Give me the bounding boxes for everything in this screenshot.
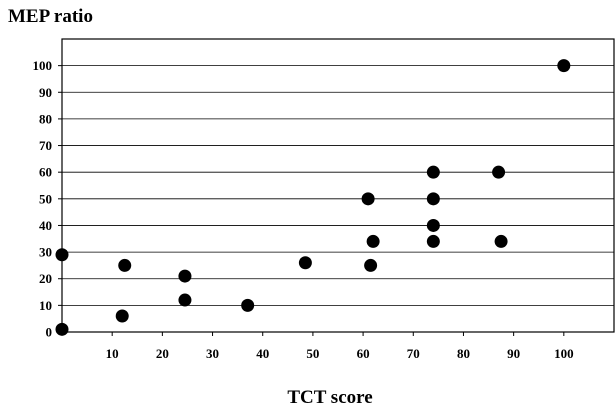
x-tick-label-50: 50 — [306, 346, 319, 361]
y-axis-title: MEP ratio — [8, 6, 93, 27]
x-tick-label-70: 70 — [407, 346, 420, 361]
x-tick-label-30: 30 — [206, 346, 219, 361]
x-tick-label-40: 40 — [256, 346, 269, 361]
data-point-5 — [178, 293, 192, 307]
x-axis-title: TCT score — [287, 387, 372, 408]
data-point-12 — [426, 192, 440, 206]
data-point-14 — [426, 234, 440, 248]
data-point-1 — [55, 248, 69, 262]
y-tick-label-20: 20 — [39, 271, 52, 286]
y-tick-label-70: 70 — [39, 138, 52, 153]
y-tick-label-10: 10 — [39, 298, 52, 313]
x-tick-label-20: 20 — [156, 346, 169, 361]
x-tick-label-100: 100 — [554, 346, 574, 361]
data-point-3 — [118, 258, 132, 272]
data-point-4 — [178, 269, 192, 283]
y-tick-label-50: 50 — [39, 191, 52, 206]
data-point-10 — [366, 234, 380, 248]
y-tick-label-90: 90 — [39, 85, 52, 100]
data-points — [55, 59, 571, 336]
data-point-0 — [55, 322, 69, 336]
data-point-13 — [426, 218, 440, 232]
data-point-6 — [241, 298, 255, 312]
data-point-17 — [557, 59, 571, 73]
data-point-8 — [361, 192, 375, 206]
data-point-2 — [115, 309, 129, 323]
y-axis-ticks: 0 10 20 30 40 50 60 70 80 90 100 — [33, 58, 62, 340]
data-point-15 — [492, 165, 506, 179]
x-tick-label-60: 60 — [357, 346, 370, 361]
y-tick-label-60: 60 — [39, 165, 52, 180]
y-tick-label-40: 40 — [39, 218, 52, 233]
plot-frame — [61, 38, 615, 333]
y-tick-label-30: 30 — [39, 245, 52, 260]
x-tick-label-80: 80 — [457, 346, 470, 361]
y-tick-label-80: 80 — [39, 111, 52, 126]
data-point-16 — [494, 234, 508, 248]
gridlines — [62, 65, 614, 306]
y-tick-label-100: 100 — [33, 58, 53, 73]
x-axis-ticks: 10 20 30 40 50 60 70 80 90 100 — [106, 332, 574, 361]
x-tick-label-10: 10 — [106, 346, 119, 361]
data-point-9 — [364, 258, 378, 272]
data-point-7 — [298, 256, 312, 270]
data-point-11 — [426, 165, 440, 179]
y-tick-label-0: 0 — [46, 325, 53, 340]
x-tick-label-90: 90 — [507, 346, 520, 361]
